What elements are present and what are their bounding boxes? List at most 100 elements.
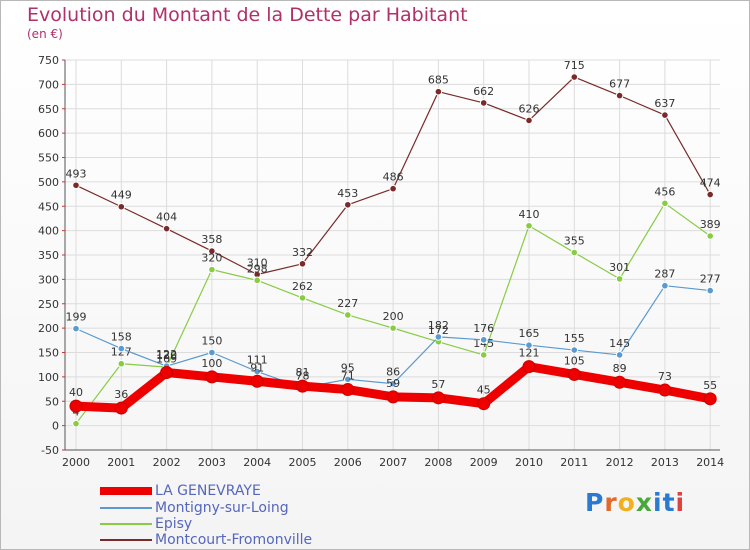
data-point bbox=[615, 351, 624, 359]
logo-letter: o bbox=[617, 488, 636, 517]
y-tick-label: 250 bbox=[38, 298, 59, 311]
data-label: 298 bbox=[247, 262, 268, 275]
legend-label: Montigny-sur-Loing bbox=[155, 500, 289, 516]
data-label: 145 bbox=[609, 337, 630, 350]
data-label: 95 bbox=[341, 361, 355, 374]
data-point bbox=[615, 275, 624, 283]
x-tick-label: 2002 bbox=[153, 456, 181, 469]
proxiti-logo: Proxiti bbox=[585, 488, 685, 517]
legend-item-episy[interactable]: Episy bbox=[100, 516, 192, 532]
data-point bbox=[344, 375, 352, 384]
data-label: 111 bbox=[247, 354, 268, 367]
data-label: 89 bbox=[613, 362, 627, 375]
data-point bbox=[706, 232, 715, 240]
data-label: 150 bbox=[201, 335, 222, 348]
data-label: 637 bbox=[654, 97, 675, 110]
data-point bbox=[344, 200, 352, 209]
x-tick-label: 2013 bbox=[651, 456, 679, 469]
data-label: 165 bbox=[519, 327, 540, 340]
y-tick-label: 350 bbox=[38, 249, 59, 262]
data-point bbox=[570, 73, 579, 81]
y-tick-label: 750 bbox=[38, 54, 59, 67]
data-point bbox=[661, 199, 669, 208]
data-label: 40 bbox=[69, 386, 83, 399]
data-point bbox=[117, 359, 126, 368]
legend-swatch bbox=[100, 507, 152, 509]
y-tick-label: 500 bbox=[38, 176, 59, 189]
data-label: 155 bbox=[564, 332, 585, 345]
data-point bbox=[525, 221, 533, 230]
data-label: 358 bbox=[201, 233, 222, 246]
data-label: 310 bbox=[247, 257, 268, 270]
data-point bbox=[661, 111, 669, 119]
data-label: 301 bbox=[609, 261, 630, 274]
data-point bbox=[386, 390, 400, 404]
data-label: 45 bbox=[477, 384, 491, 397]
data-point bbox=[117, 202, 126, 211]
data-label: 109 bbox=[156, 352, 177, 365]
data-point bbox=[703, 392, 717, 406]
data-label: 493 bbox=[66, 167, 87, 180]
data-point bbox=[117, 344, 126, 353]
data-label: 486 bbox=[383, 171, 404, 184]
data-label: 287 bbox=[654, 268, 675, 281]
data-point bbox=[479, 351, 488, 359]
data-point bbox=[208, 247, 216, 255]
data-point bbox=[389, 324, 397, 332]
data-label: 200 bbox=[383, 310, 404, 323]
data-label: 176 bbox=[473, 322, 494, 335]
grid: -50 0 50 100 150 200 250 300 350 400 450 500 550 600 6… bbox=[38, 54, 724, 469]
y-tick-label: 150 bbox=[38, 347, 59, 360]
data-label: 71 bbox=[341, 370, 355, 383]
legend-swatch bbox=[100, 523, 152, 525]
data-point bbox=[479, 336, 488, 344]
data-point bbox=[296, 379, 309, 393]
data-point bbox=[658, 383, 672, 397]
data-point bbox=[522, 360, 536, 374]
data-point bbox=[706, 190, 715, 199]
data-point bbox=[250, 374, 264, 388]
y-tick-label: 650 bbox=[38, 103, 59, 116]
data-label: 81 bbox=[296, 366, 310, 379]
data-point bbox=[69, 399, 83, 413]
legend-item-la-genevraye[interactable]: LA GENEVRAYE bbox=[100, 483, 261, 499]
y-tick-label: -50 bbox=[41, 444, 59, 457]
data-label: 715 bbox=[564, 59, 585, 72]
legend-swatch bbox=[100, 487, 152, 495]
data-label: 320 bbox=[201, 252, 222, 265]
data-label: 456 bbox=[654, 185, 675, 198]
series-montigny-sur-loing: 199 158 122 150 111 78 95 86 182 176 165 155 145 287 2… bbox=[66, 268, 721, 392]
data-point bbox=[298, 294, 307, 302]
data-label: 262 bbox=[292, 280, 313, 293]
legend-label: Montcourt-Fromonville bbox=[155, 532, 313, 548]
data-label: 158 bbox=[111, 331, 132, 344]
x-tick-label: 2000 bbox=[62, 456, 90, 469]
x-tick-label: 2007 bbox=[379, 456, 407, 469]
legend-item-montigny-sur-loing[interactable]: Montigny-sur-Loing bbox=[100, 500, 289, 516]
data-point bbox=[208, 265, 216, 274]
data-point bbox=[477, 397, 491, 411]
data-label: 122 bbox=[156, 348, 177, 361]
legend-item-montcourt-fromonville[interactable]: Montcourt-Fromonville bbox=[100, 532, 312, 548]
data-point bbox=[298, 259, 307, 268]
x-tick-label: 2004 bbox=[243, 456, 271, 469]
data-point bbox=[570, 248, 579, 257]
data-point bbox=[162, 224, 171, 233]
series-la-genevraye: 40 36 109 100 91 81 71 59 57 45 121 105 89 73 55 bbox=[69, 347, 717, 415]
data-point bbox=[344, 311, 352, 319]
x-tick-label: 2009 bbox=[470, 456, 498, 469]
data-point bbox=[389, 379, 397, 388]
data-label: 626 bbox=[519, 102, 540, 115]
data-label: 36 bbox=[114, 388, 128, 401]
data-label: 449 bbox=[111, 189, 132, 202]
data-point bbox=[706, 286, 715, 295]
y-tick-label: 200 bbox=[38, 322, 59, 335]
data-point bbox=[72, 324, 80, 333]
data-point bbox=[431, 391, 445, 405]
data-label: 355 bbox=[564, 235, 585, 248]
x-tick-label: 2006 bbox=[334, 456, 362, 469]
logo-letter: r bbox=[604, 488, 618, 517]
data-point bbox=[661, 281, 669, 290]
